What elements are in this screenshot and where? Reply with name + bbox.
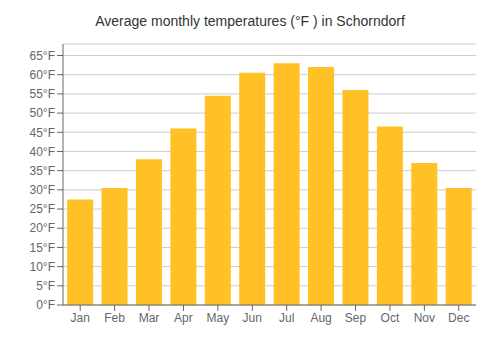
svg-text:Feb: Feb (104, 311, 125, 325)
svg-text:Mar: Mar (139, 311, 160, 325)
svg-text:60°F: 60°F (30, 68, 55, 82)
svg-text:Jun: Jun (243, 311, 262, 325)
svg-text:Sep: Sep (345, 311, 367, 325)
svg-text:55°F: 55°F (30, 87, 55, 101)
svg-text:May: May (207, 311, 230, 325)
svg-text:Jul: Jul (279, 311, 294, 325)
svg-text:Apr: Apr (174, 311, 193, 325)
svg-text:30°F: 30°F (30, 183, 55, 197)
svg-text:0°F: 0°F (36, 298, 55, 312)
svg-text:10°F: 10°F (30, 260, 55, 274)
svg-text:Oct: Oct (381, 311, 400, 325)
html-text:Average monthly temperatures (: Average monthly temperatures (°F ) in Sc… (95, 13, 405, 29)
svg-text:Jan: Jan (71, 311, 90, 325)
svg-text:Aug: Aug (310, 311, 331, 325)
svg-text:5°F: 5°F (36, 279, 55, 293)
svg-text:65°F: 65°F (30, 49, 55, 63)
svg-text:25°F: 25°F (30, 202, 55, 216)
svg-text:20°F: 20°F (30, 221, 55, 235)
svg-text:15°F: 15°F (30, 241, 55, 255)
svg-text:50°F: 50°F (30, 106, 55, 120)
svg-text:Dec: Dec (448, 311, 469, 325)
svg-text:35°F: 35°F (30, 164, 55, 178)
svg-text:Nov: Nov (414, 311, 435, 325)
svg-text:45°F: 45°F (30, 126, 55, 140)
svg-text:40°F: 40°F (30, 145, 55, 159)
